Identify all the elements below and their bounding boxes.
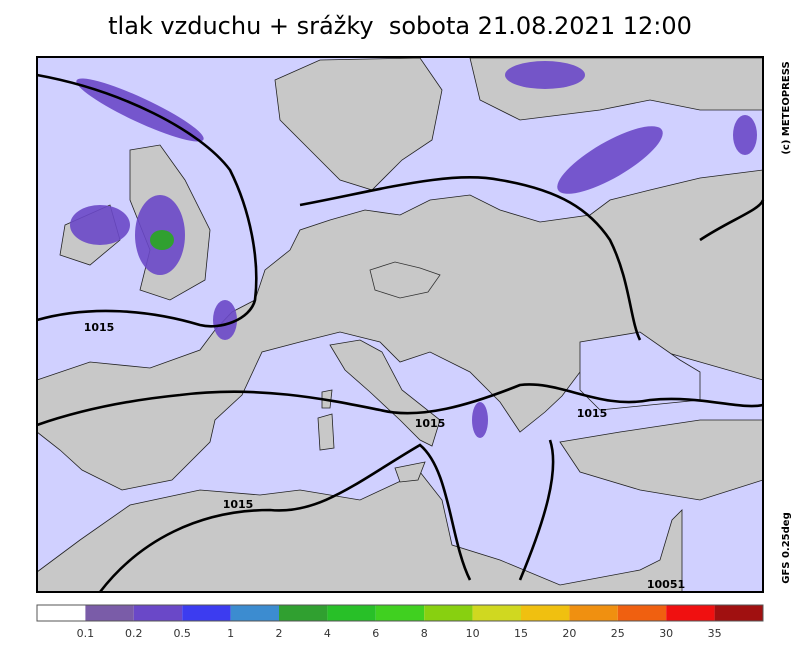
isobar (299, 176, 642, 341)
color-swatch (472, 605, 521, 621)
colorbar-label: 25 (611, 627, 625, 640)
color-swatch (424, 605, 473, 621)
isobar (98, 443, 472, 593)
title: tlak vzduchu + srážky sobota 21.08.2021 … (108, 12, 692, 40)
colorbar-label: 1 (227, 627, 234, 640)
colorbar-label: 15 (514, 627, 528, 640)
colorbar-label: 0.5 (173, 627, 191, 640)
land (36, 169, 764, 491)
color-swatch (85, 605, 134, 621)
border (369, 261, 441, 299)
color-swatch (617, 605, 667, 621)
color-swatch (37, 605, 86, 621)
isobar (518, 199, 765, 581)
isobar (36, 73, 258, 328)
isobar-label: 10051 (647, 578, 685, 591)
color-swatch (133, 605, 183, 621)
colorbar-label: 35 (708, 627, 722, 640)
colorbar-label: 4 (324, 627, 331, 640)
colorbar-label: 6 (372, 627, 379, 640)
precip-area (733, 115, 757, 155)
isobar-label: 1015 (223, 498, 254, 511)
colorbar-label: 20 (562, 627, 576, 640)
color-swatch (521, 605, 570, 621)
isobar (36, 383, 764, 427)
color-swatch (666, 605, 715, 621)
colorbar-label: 30 (659, 627, 673, 640)
map-frame (36, 56, 764, 593)
colorbar-label: 0.2 (125, 627, 143, 640)
color-swatch (327, 605, 376, 621)
isobar-label: 1015 (577, 407, 608, 420)
colorbar-label: 0.1 (77, 627, 95, 640)
colorbar: 0.1 0.2 0.5 1 2 4 6 8 10 15 20 25 30 35 (36, 604, 764, 640)
precip-area (505, 61, 585, 89)
isobar-label: 1015 (415, 417, 446, 430)
color-swatch (230, 605, 279, 621)
colorbar-label: 8 (421, 627, 428, 640)
color-swatch (569, 605, 618, 621)
precipitation (70, 61, 757, 438)
model-label: GFS 0.25deg (781, 512, 792, 584)
precip-area (213, 300, 237, 340)
map: 1015 1015 1015 1015 10051 (36, 56, 765, 593)
precip-area (472, 402, 488, 438)
colorbar-label: 2 (276, 627, 283, 640)
land (329, 339, 441, 447)
colorbar-frame (36, 604, 764, 622)
color-swatch (182, 605, 231, 621)
precip-area (557, 126, 663, 194)
land (36, 471, 683, 593)
color-swatch (714, 605, 763, 621)
color-swatch (375, 605, 425, 621)
isobar-label: 1015 (84, 321, 115, 334)
colorbar-label: 10 (466, 627, 480, 640)
color-swatch (279, 605, 328, 621)
precip-area (150, 230, 174, 250)
copyright: (c) METEOPRESS (781, 61, 792, 154)
precip-area (70, 205, 130, 245)
